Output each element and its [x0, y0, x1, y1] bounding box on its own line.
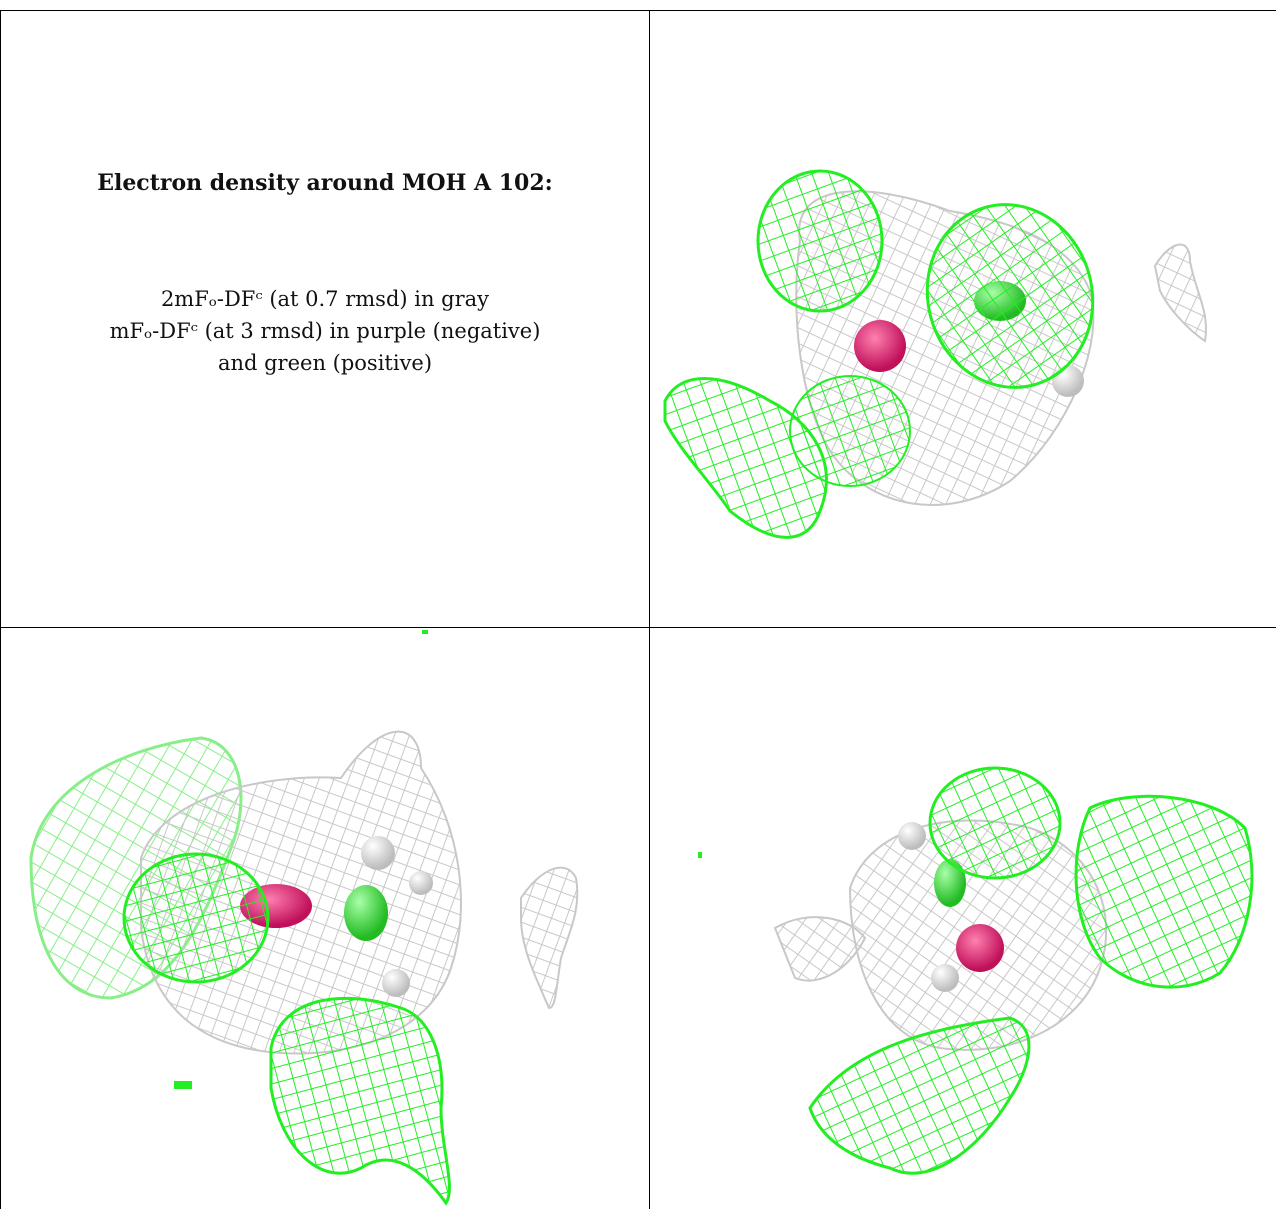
caption-line-2: mFₒ-DFᶜ (at 3 rmsd) in purple (negative) — [109, 319, 541, 343]
hydrogen-atom-3 — [382, 969, 410, 997]
caption-description: 2mFₒ-DFᶜ (at 0.7 rmsd) in gray mFₒ-DFᶜ (… — [0, 283, 650, 379]
oxygen-atom — [956, 924, 1004, 972]
green-density-mesh-1 — [756, 169, 884, 313]
gray-fragment — [1153, 243, 1207, 343]
green-density-mesh-1 — [928, 766, 1062, 880]
hydrogen-atom-1 — [361, 836, 395, 870]
caption-title: Electron density around MOH A 102: — [97, 170, 553, 196]
view-bottom-right — [650, 628, 1276, 1209]
carbon-atom — [934, 859, 966, 907]
green-density-mesh-2 — [1074, 794, 1254, 989]
hydrogen-atom-1 — [898, 822, 926, 850]
gray-fragment-left — [773, 916, 867, 982]
caption-panel: Electron density around MOH A 102: 2mFₒ-… — [0, 0, 650, 627]
border-top — [0, 10, 1276, 11]
hydrogen-atom-2 — [931, 964, 959, 992]
green-speck-2 — [422, 630, 428, 634]
density-render-bottom-right — [698, 766, 1254, 1175]
green-density-mesh-2 — [925, 203, 1095, 389]
density-render-top-right — [663, 169, 1207, 539]
border-middle — [649, 10, 650, 1209]
gray-fragment — [520, 866, 579, 1010]
oxygen-atom — [854, 320, 906, 372]
caption-line-3: and green (positive) — [217, 351, 433, 375]
hydrogen-atom-2 — [409, 871, 433, 895]
green-density-mesh-4 — [663, 377, 828, 539]
green-density-mesh-2 — [269, 996, 451, 1206]
view-bottom-left — [1, 628, 649, 1209]
caption-line-1: 2mFₒ-DFᶜ (at 0.7 rmsd) in gray — [160, 287, 490, 311]
view-top-right — [650, 11, 1276, 627]
green-density-mesh-1 — [122, 852, 270, 984]
green-density-mesh-3 — [808, 1016, 1031, 1175]
green-speck — [698, 852, 702, 858]
border-left — [0, 10, 1, 1209]
carbon-atom — [344, 885, 388, 941]
green-speck-1 — [174, 1081, 192, 1089]
density-render-bottom-left — [29, 630, 579, 1206]
border-middle-horizontal — [0, 627, 1276, 628]
